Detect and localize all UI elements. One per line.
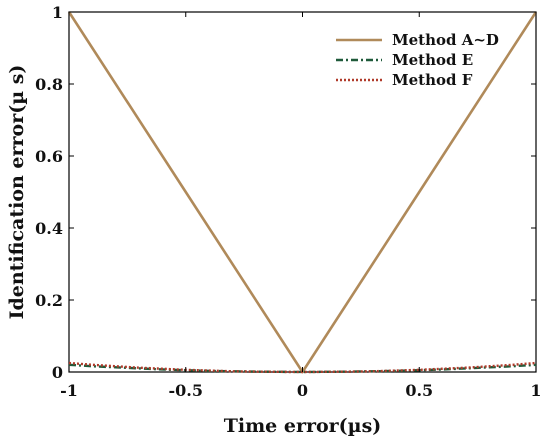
legend-label-0: Method A~D: [392, 31, 499, 49]
x-axis-title: Time error(µs): [224, 415, 382, 437]
x-tick-label: -1: [60, 381, 78, 400]
legend-label-1: Method E: [392, 51, 473, 69]
y-tick-label: 0.6: [35, 147, 63, 166]
legend-label-2: Method F: [392, 71, 473, 89]
y-tick-label: 0: [52, 363, 63, 382]
y-tick-label: 0.2: [35, 291, 63, 310]
axes-layer: -1 -0.5 0 0.5 1 0 0.2 0.4 0.6 0.8 1: [35, 3, 541, 400]
x-tick-label: 1: [530, 381, 541, 400]
y-tick-label: 0.8: [35, 75, 63, 94]
legend: Method A~D Method E Method F: [336, 31, 499, 89]
y-tick-label: 1: [52, 3, 63, 22]
x-tick-label: 0.5: [405, 381, 433, 400]
x-tick-label: 0: [297, 381, 308, 400]
x-tick-label: -0.5: [169, 381, 203, 400]
y-tick-label: 0.4: [35, 219, 63, 238]
series-line-1: [68, 363, 537, 374]
y-axis-title: Identification error(µ s): [6, 65, 28, 320]
